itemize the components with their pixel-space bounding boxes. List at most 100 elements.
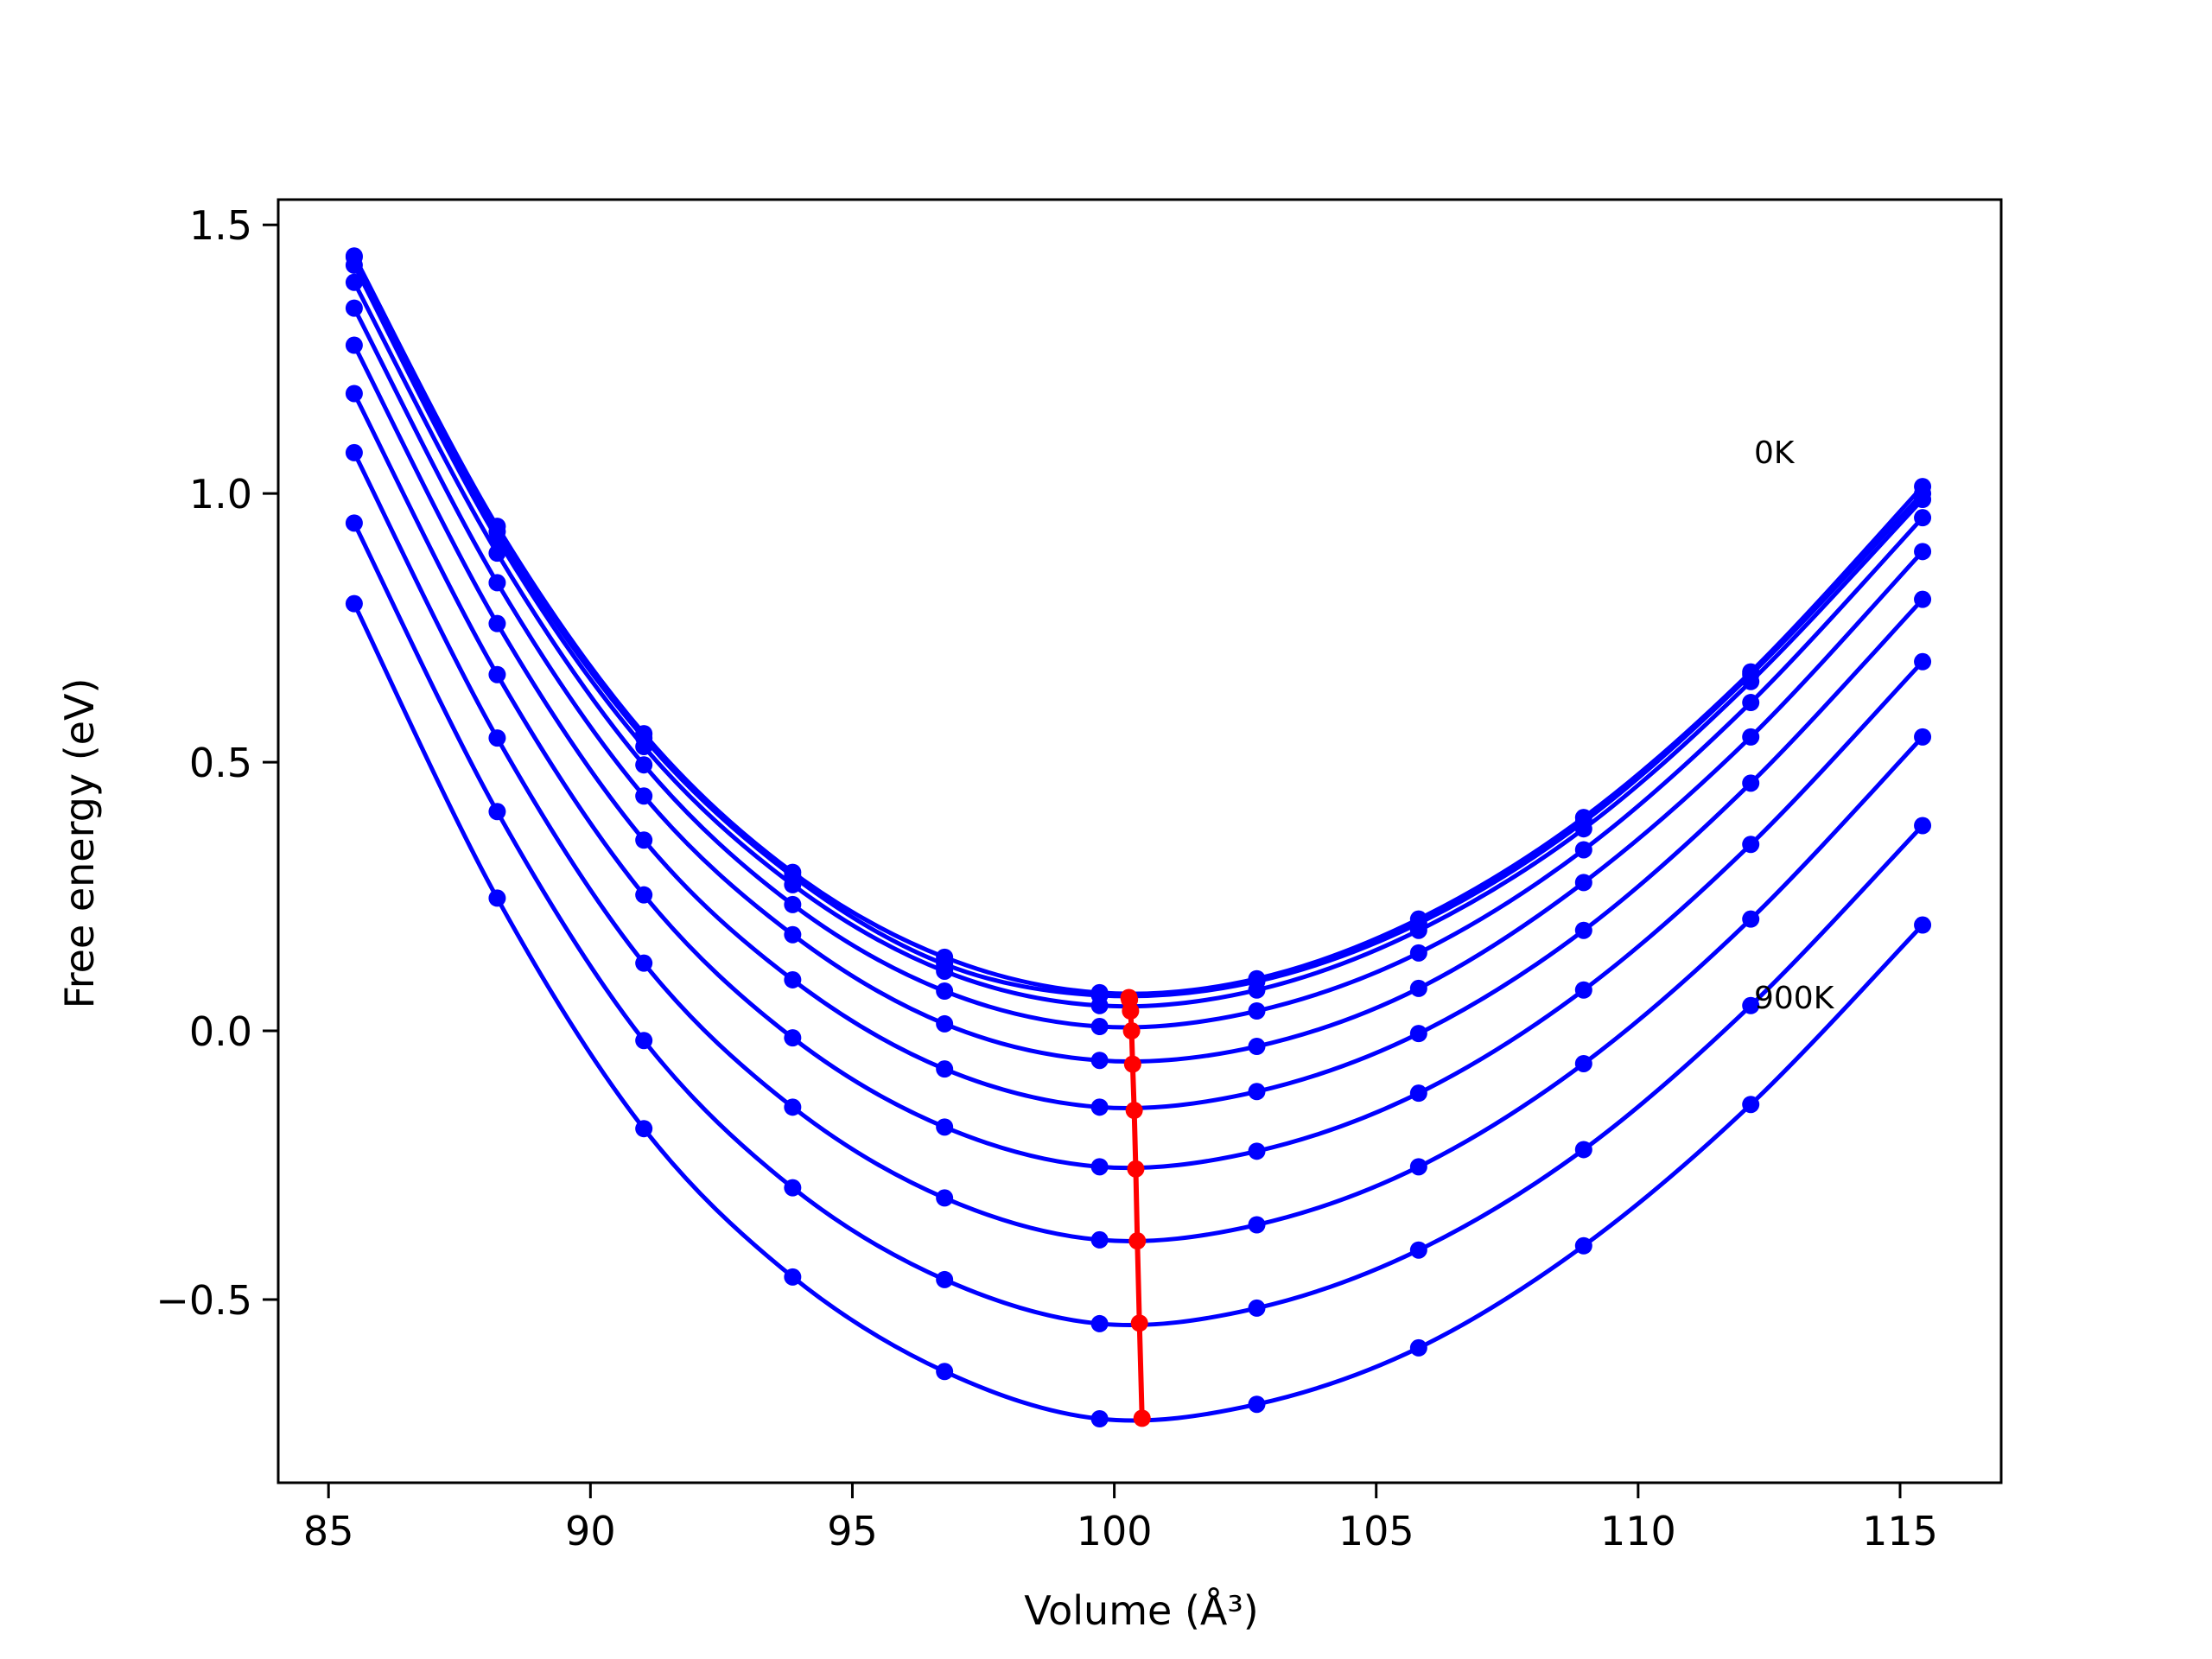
data-point bbox=[1409, 1241, 1427, 1259]
data-point bbox=[1742, 1096, 1760, 1114]
y-tick-label: 0.0 bbox=[189, 1008, 252, 1055]
minimum-point bbox=[1130, 1314, 1148, 1332]
data-point bbox=[635, 787, 653, 805]
data-point bbox=[1574, 1236, 1592, 1255]
data-point bbox=[488, 665, 506, 683]
minima-series bbox=[1120, 988, 1151, 1427]
series-4 bbox=[345, 299, 1932, 1070]
minimum-point bbox=[1125, 1102, 1143, 1120]
data-point bbox=[1409, 1158, 1427, 1176]
x-tick-label: 85 bbox=[303, 1508, 354, 1554]
data-point bbox=[1914, 509, 1932, 527]
x-axis: 85 90 95 100 105 110 115 bbox=[303, 1483, 1938, 1554]
series-7 bbox=[345, 443, 1932, 1249]
data-point bbox=[1409, 979, 1427, 997]
series-2 bbox=[345, 256, 1932, 1014]
data-point bbox=[345, 299, 363, 317]
series-0 bbox=[345, 247, 1932, 1001]
data-point bbox=[345, 514, 363, 532]
data-point bbox=[1742, 910, 1760, 928]
x-tick-label: 105 bbox=[1338, 1508, 1414, 1554]
data-point bbox=[784, 1098, 802, 1116]
data-point bbox=[784, 895, 802, 913]
series-1 bbox=[345, 248, 1932, 1004]
minimum-point bbox=[1128, 1232, 1147, 1250]
minimum-point bbox=[1122, 1002, 1140, 1020]
data-point bbox=[1090, 1052, 1109, 1070]
data-point bbox=[635, 1120, 653, 1138]
data-point bbox=[1574, 820, 1592, 838]
data-point bbox=[488, 574, 506, 592]
data-point bbox=[936, 1363, 954, 1381]
series-line bbox=[352, 522, 1924, 1328]
series-line bbox=[352, 307, 1924, 1065]
series-5 bbox=[345, 336, 1932, 1116]
data-point bbox=[1409, 1084, 1427, 1103]
series-line bbox=[352, 264, 1924, 1009]
series-line bbox=[352, 281, 1924, 1030]
x-tick-label: 115 bbox=[1862, 1508, 1938, 1554]
data-point bbox=[936, 1014, 954, 1033]
y-tick-label: 1.0 bbox=[189, 471, 252, 518]
data-point bbox=[488, 544, 506, 563]
data-point bbox=[784, 925, 802, 944]
data-point bbox=[1914, 590, 1932, 608]
series-line bbox=[352, 451, 1924, 1243]
y-tick-label: −0.5 bbox=[156, 1277, 252, 1324]
data-point bbox=[1248, 981, 1266, 999]
y-axis: −0.5 0.0 0.5 1.0 1.5 bbox=[156, 202, 278, 1324]
data-point bbox=[1914, 543, 1932, 561]
x-axis-label: Volume (Å³) bbox=[1024, 1587, 1259, 1634]
data-point bbox=[1742, 996, 1760, 1014]
data-point bbox=[1409, 944, 1427, 962]
data-point bbox=[345, 594, 363, 613]
data-point bbox=[784, 875, 802, 893]
data-point bbox=[784, 970, 802, 988]
series-8 bbox=[345, 514, 1932, 1332]
data-point bbox=[1248, 1038, 1266, 1056]
data-point bbox=[936, 1270, 954, 1288]
data-point bbox=[488, 614, 506, 632]
series-line bbox=[352, 602, 1924, 1423]
data-point bbox=[1742, 774, 1760, 792]
data-point bbox=[1248, 1083, 1266, 1101]
data-point bbox=[784, 1268, 802, 1286]
data-point bbox=[1574, 921, 1592, 939]
data-point bbox=[1742, 836, 1760, 854]
data-point bbox=[936, 1189, 954, 1207]
data-point bbox=[345, 273, 363, 291]
y-tick-label: 0.5 bbox=[189, 740, 252, 786]
data-point bbox=[1574, 1141, 1592, 1159]
data-point bbox=[1742, 694, 1760, 712]
data-point bbox=[1742, 672, 1760, 690]
series-6 bbox=[345, 385, 1932, 1176]
y-tick-label: 1.5 bbox=[189, 202, 252, 249]
data-point bbox=[635, 954, 653, 972]
data-point bbox=[936, 982, 954, 1000]
data-point bbox=[635, 738, 653, 756]
data-point bbox=[784, 1029, 802, 1047]
data-point bbox=[1248, 1395, 1266, 1414]
data-point bbox=[1574, 1054, 1592, 1072]
minimum-point bbox=[1123, 1055, 1141, 1073]
data-point bbox=[936, 1060, 954, 1078]
data-point bbox=[635, 831, 653, 849]
data-point bbox=[345, 256, 363, 274]
annotation-0k: 0K bbox=[1754, 435, 1796, 471]
minimum-point bbox=[1127, 1160, 1145, 1178]
data-point bbox=[936, 1118, 954, 1136]
data-point bbox=[488, 729, 506, 747]
data-point bbox=[1090, 1409, 1109, 1427]
data-point bbox=[1090, 996, 1109, 1014]
data-point bbox=[1409, 921, 1427, 939]
series-9 bbox=[345, 594, 1932, 1427]
data-point bbox=[1914, 490, 1932, 508]
data-point bbox=[1090, 1098, 1109, 1116]
data-point bbox=[635, 756, 653, 774]
x-tick-label: 110 bbox=[1600, 1508, 1676, 1554]
axes-frame bbox=[276, 198, 2003, 1484]
plot-area bbox=[345, 247, 1932, 1427]
x-tick-label: 100 bbox=[1077, 1508, 1153, 1554]
y-axis-label: Free energy (eV) bbox=[56, 678, 103, 1009]
